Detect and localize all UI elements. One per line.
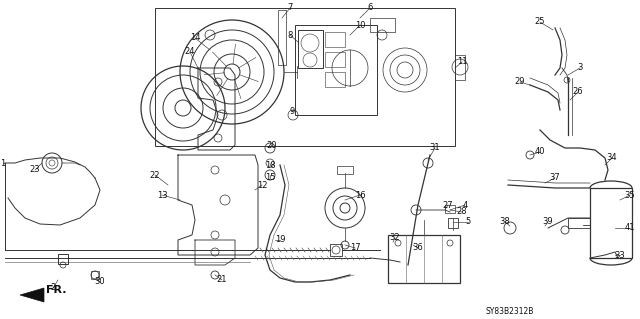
Text: 36: 36 [413, 243, 424, 253]
Text: 10: 10 [355, 20, 365, 29]
Text: 16: 16 [355, 190, 365, 199]
Text: 30: 30 [95, 278, 106, 286]
Text: 31: 31 [429, 144, 440, 152]
Text: 41: 41 [625, 224, 636, 233]
Text: 24: 24 [185, 48, 195, 56]
Bar [590, 188, 632, 258]
Text: 9: 9 [289, 108, 294, 116]
Text: 11: 11 [457, 57, 467, 66]
Bar [325, 72, 345, 87]
Bar [448, 218, 458, 228]
Text: 21: 21 [217, 276, 227, 285]
Text: 18: 18 [265, 160, 275, 169]
Bar [568, 218, 590, 228]
Bar [91, 271, 99, 279]
Text: 14: 14 [189, 33, 200, 42]
Bar [370, 18, 395, 32]
Text: FR.: FR. [45, 285, 67, 295]
Text: 40: 40 [535, 147, 545, 157]
Text: 2: 2 [51, 284, 56, 293]
Text: 19: 19 [275, 235, 285, 244]
Bar [155, 8, 455, 146]
Text: 27: 27 [443, 201, 453, 210]
Text: 1: 1 [1, 159, 6, 167]
Text: 25: 25 [535, 18, 545, 26]
Bar [330, 244, 342, 256]
Bar [325, 52, 345, 67]
Bar [325, 32, 345, 47]
Text: 15: 15 [265, 174, 275, 182]
Text: 29: 29 [515, 78, 525, 86]
Text: 22: 22 [150, 170, 160, 180]
Text: 5: 5 [465, 218, 470, 226]
Text: 7: 7 [287, 4, 292, 12]
Bar [295, 25, 377, 115]
Text: 17: 17 [349, 243, 360, 253]
Text: 35: 35 [625, 190, 636, 199]
Text: 39: 39 [543, 218, 554, 226]
Bar [337, 166, 353, 174]
Bar [278, 10, 286, 65]
Text: 20: 20 [267, 140, 277, 150]
Text: 6: 6 [367, 4, 372, 12]
Polygon shape [20, 288, 44, 302]
Text: 37: 37 [550, 174, 561, 182]
Bar [58, 254, 68, 264]
Text: 38: 38 [500, 218, 510, 226]
Text: SY83B2312B: SY83B2312B [486, 308, 534, 316]
Bar [298, 30, 323, 68]
Text: 34: 34 [607, 153, 618, 162]
Text: 8: 8 [287, 31, 292, 40]
Text: 32: 32 [390, 234, 400, 242]
Text: 3: 3 [577, 63, 582, 72]
Text: 33: 33 [614, 250, 625, 259]
Text: 4: 4 [462, 201, 468, 210]
Bar [388, 235, 460, 283]
Text: 28: 28 [457, 207, 467, 217]
Text: 26: 26 [573, 87, 583, 97]
Bar [445, 205, 455, 213]
Text: 13: 13 [157, 190, 167, 199]
Text: 12: 12 [257, 181, 268, 189]
Text: 23: 23 [29, 166, 40, 174]
